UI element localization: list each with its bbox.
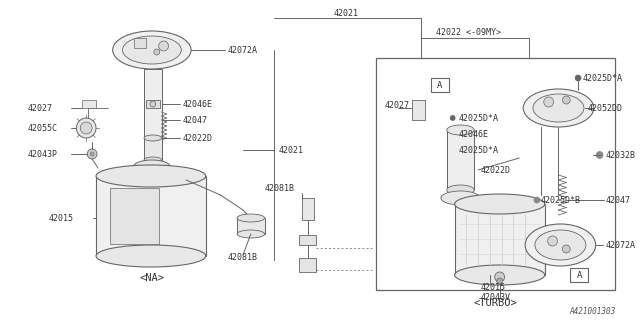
Text: 42027: 42027 bbox=[28, 103, 52, 113]
Text: 42015: 42015 bbox=[480, 284, 505, 292]
Circle shape bbox=[497, 278, 502, 284]
Ellipse shape bbox=[133, 160, 170, 174]
Bar bbox=[134, 38, 146, 48]
Circle shape bbox=[81, 122, 92, 134]
Text: 42021: 42021 bbox=[333, 9, 358, 18]
Text: 42025D*B: 42025D*B bbox=[541, 196, 581, 204]
Circle shape bbox=[159, 41, 168, 51]
Text: 42072A: 42072A bbox=[227, 45, 257, 54]
Ellipse shape bbox=[454, 194, 545, 214]
Ellipse shape bbox=[441, 191, 480, 205]
Text: 42052DD: 42052DD bbox=[588, 103, 623, 113]
Bar bbox=[237, 218, 264, 234]
Bar bbox=[144, 69, 162, 145]
Text: A421001303: A421001303 bbox=[569, 308, 615, 316]
Ellipse shape bbox=[144, 157, 162, 163]
Text: 42015: 42015 bbox=[49, 213, 74, 222]
Ellipse shape bbox=[533, 94, 584, 122]
Ellipse shape bbox=[454, 265, 545, 285]
Ellipse shape bbox=[122, 36, 181, 64]
Bar bbox=[299, 235, 316, 245]
Circle shape bbox=[87, 149, 97, 159]
Text: <NA>: <NA> bbox=[140, 273, 164, 283]
Text: 42025D*A: 42025D*A bbox=[583, 74, 623, 83]
Circle shape bbox=[450, 132, 455, 137]
Text: 42046E: 42046E bbox=[182, 100, 212, 108]
Text: 42032B: 42032B bbox=[605, 150, 636, 159]
Circle shape bbox=[76, 118, 96, 138]
Circle shape bbox=[596, 151, 603, 158]
Ellipse shape bbox=[96, 245, 205, 267]
Circle shape bbox=[450, 148, 455, 153]
Text: 42046E: 42046E bbox=[458, 130, 488, 139]
Bar bbox=[447, 130, 474, 190]
Circle shape bbox=[90, 152, 94, 156]
Text: A: A bbox=[577, 270, 582, 279]
Ellipse shape bbox=[447, 125, 474, 135]
Text: 42043P: 42043P bbox=[28, 149, 58, 158]
Bar bbox=[454, 204, 545, 275]
Circle shape bbox=[450, 116, 455, 121]
Circle shape bbox=[534, 197, 540, 203]
Text: 42081B: 42081B bbox=[227, 253, 257, 262]
Circle shape bbox=[548, 236, 557, 246]
Text: 42027: 42027 bbox=[384, 100, 409, 109]
Bar bbox=[376, 58, 615, 290]
Bar bbox=[109, 188, 159, 244]
Text: 42025D*A: 42025D*A bbox=[458, 114, 499, 123]
Ellipse shape bbox=[144, 135, 162, 141]
Text: 42055C: 42055C bbox=[28, 124, 58, 132]
Ellipse shape bbox=[237, 214, 264, 222]
Bar bbox=[299, 258, 316, 272]
Bar bbox=[144, 138, 162, 160]
Circle shape bbox=[563, 96, 570, 104]
Ellipse shape bbox=[447, 185, 474, 195]
Ellipse shape bbox=[113, 31, 191, 69]
Bar bbox=[302, 198, 314, 220]
Ellipse shape bbox=[237, 230, 264, 238]
Circle shape bbox=[154, 49, 160, 55]
Bar bbox=[83, 100, 96, 108]
Text: 42022D: 42022D bbox=[182, 133, 212, 142]
Circle shape bbox=[575, 75, 581, 81]
Ellipse shape bbox=[535, 230, 586, 260]
Text: 42043V: 42043V bbox=[480, 293, 510, 302]
Text: A: A bbox=[437, 81, 443, 90]
Text: 42022 <-09MY>: 42022 <-09MY> bbox=[436, 28, 501, 36]
Ellipse shape bbox=[523, 89, 594, 127]
Circle shape bbox=[544, 97, 554, 107]
Text: 42072A: 42072A bbox=[605, 241, 636, 250]
Bar bbox=[431, 78, 449, 92]
Text: 42047: 42047 bbox=[605, 196, 630, 204]
Circle shape bbox=[495, 272, 504, 282]
Text: 42022D: 42022D bbox=[480, 165, 510, 174]
Ellipse shape bbox=[96, 165, 205, 187]
Text: <TURBO>: <TURBO> bbox=[474, 298, 518, 308]
Text: 42081B: 42081B bbox=[264, 183, 294, 193]
Bar bbox=[146, 100, 160, 108]
Bar bbox=[412, 100, 425, 120]
Text: 42047: 42047 bbox=[182, 116, 207, 124]
Circle shape bbox=[563, 245, 570, 253]
Bar bbox=[96, 176, 205, 256]
Bar bbox=[570, 268, 588, 282]
Text: 42021: 42021 bbox=[278, 146, 303, 155]
Text: 42025D*A: 42025D*A bbox=[458, 146, 499, 155]
Circle shape bbox=[150, 101, 156, 107]
Ellipse shape bbox=[525, 224, 596, 266]
